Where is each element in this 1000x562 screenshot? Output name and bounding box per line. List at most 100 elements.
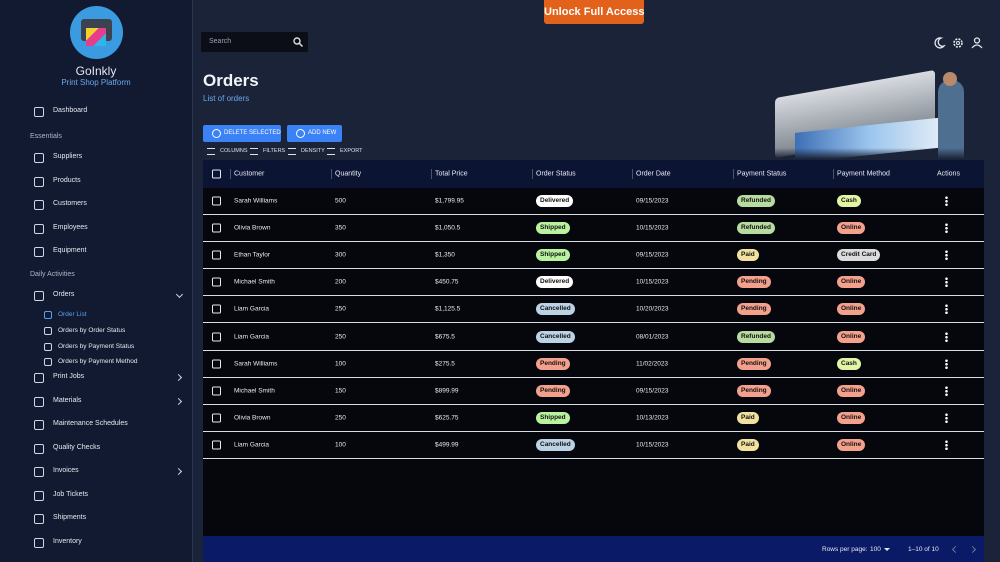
toolbar-button[interactable]: EXPORT xyxy=(340,148,363,154)
row-checkbox[interactable] xyxy=(212,223,221,233)
status-badge: Pending xyxy=(536,357,570,370)
row-divider xyxy=(203,268,984,270)
table-cell: 250 xyxy=(335,414,346,422)
button-label[interactable]: DELETE SELECTED xyxy=(224,130,281,136)
nav-item[interactable]: Employees xyxy=(53,223,88,231)
row-actions[interactable] xyxy=(945,331,948,342)
nav-item[interactable]: Suppliers xyxy=(53,153,83,160)
column-separator xyxy=(833,169,834,179)
brand-name: GoInkly xyxy=(75,64,117,78)
nav-subitem[interactable]: Orders by Payment Status xyxy=(58,342,135,350)
table-cell: 10/15/2023 xyxy=(636,278,669,286)
top-icons[interactable] xyxy=(932,36,992,50)
status-badge: Online xyxy=(837,276,866,289)
row-checkbox[interactable] xyxy=(212,440,221,450)
toolbar-icon xyxy=(250,148,258,155)
unlock-button[interactable]: Unlock Full Access xyxy=(544,0,644,24)
column-header[interactable]: Quantity xyxy=(335,170,362,178)
row-checkbox[interactable] xyxy=(212,304,221,314)
search-icon xyxy=(293,37,303,47)
row-divider xyxy=(203,241,984,243)
action-button[interactable] xyxy=(203,125,281,142)
column-header[interactable]: Customer xyxy=(234,170,265,178)
column-header[interactable]: Order Date xyxy=(636,170,671,178)
nav-icon xyxy=(34,247,44,257)
nav-item[interactable]: Orders xyxy=(53,290,75,298)
nav-icon xyxy=(34,176,44,187)
row-actions[interactable] xyxy=(945,196,948,206)
status-badge: Cancelled xyxy=(536,330,575,343)
nav-item[interactable]: Customers xyxy=(53,200,87,207)
button-label[interactable]: ADD NEW xyxy=(308,130,337,136)
column-header[interactable]: Order Status xyxy=(536,170,576,178)
row-checkbox[interactable] xyxy=(212,196,221,206)
row-checkbox[interactable] xyxy=(212,250,221,260)
table-cell: $1,050.5 xyxy=(435,224,461,232)
nav-item[interactable]: Dashboard xyxy=(53,107,88,114)
row-actions[interactable] xyxy=(945,385,948,396)
table-cell: 08/01/2023 xyxy=(636,333,669,340)
row-checkbox[interactable] xyxy=(212,332,221,341)
nav-item[interactable]: Shipments xyxy=(53,514,87,522)
column-header[interactable]: Payment Status xyxy=(737,170,787,178)
nav-item[interactable]: Maintenance Schedules xyxy=(53,420,128,428)
table-cell: 500 xyxy=(335,197,346,205)
table-cell: Sarah Williams xyxy=(234,360,278,368)
nav-icon xyxy=(34,107,44,117)
row-actions[interactable] xyxy=(945,304,948,315)
row-actions[interactable] xyxy=(945,223,948,234)
nav-subitem[interactable]: Orders by Order Status xyxy=(58,326,126,334)
column-header[interactable]: Total Price xyxy=(435,170,468,178)
column-header[interactable]: Payment Method xyxy=(837,170,890,178)
column-header: Actions xyxy=(937,170,960,178)
row-actions[interactable] xyxy=(945,358,948,369)
rows-per-page-label: Rows per page: xyxy=(822,546,868,553)
toolbar-button[interactable]: COLUMNS xyxy=(220,148,248,154)
toolbar-button[interactable]: DENSITY xyxy=(301,148,325,154)
status-badge: Cancelled xyxy=(536,438,575,451)
table-cell: 10/13/2023 xyxy=(636,414,669,422)
column-separator xyxy=(632,169,633,179)
table-cell: 100 xyxy=(335,360,346,368)
toolbar-button[interactable]: FILTERS xyxy=(263,148,286,154)
select-all-checkbox[interactable] xyxy=(212,169,221,179)
status-badge: Pending xyxy=(737,384,771,397)
table-cell: $1,350 xyxy=(435,251,455,259)
nav-icon xyxy=(34,223,44,234)
status-badge: Online xyxy=(837,411,866,424)
row-checkbox[interactable] xyxy=(212,277,221,287)
rows-per-page-select[interactable]: 100 xyxy=(870,546,881,553)
row-actions[interactable] xyxy=(945,277,948,288)
table-cell: 11/02/2023 xyxy=(636,360,669,368)
nav-item[interactable]: Materials xyxy=(53,396,82,404)
row-checkbox[interactable] xyxy=(212,359,221,369)
nav-item[interactable]: Print Jobs xyxy=(53,373,85,381)
search-placeholder[interactable]: Search xyxy=(209,38,232,45)
row-checkbox[interactable] xyxy=(212,386,221,396)
status-badge: Paid xyxy=(737,249,759,262)
select-caret xyxy=(884,548,890,551)
row-checkbox[interactable] xyxy=(212,413,221,423)
nav-item[interactable]: Inventory xyxy=(53,537,82,545)
column-separator xyxy=(733,169,734,179)
nav-subitem[interactable]: Order List xyxy=(58,311,87,318)
table-cell: 350 xyxy=(335,224,346,232)
table-header-bg xyxy=(203,160,984,188)
row-actions[interactable] xyxy=(945,412,948,423)
status-badge: Online xyxy=(837,330,866,343)
search-box[interactable] xyxy=(201,32,308,52)
table-cell: 10/15/2023 xyxy=(636,224,669,232)
nav-item[interactable]: Equipment xyxy=(53,247,87,254)
row-actions[interactable] xyxy=(945,250,948,261)
nav-item[interactable]: Quality Checks xyxy=(53,443,101,451)
logo xyxy=(70,6,123,59)
row-actions[interactable] xyxy=(945,439,948,450)
nav-item[interactable]: Products xyxy=(53,176,81,184)
nav-icon xyxy=(34,537,44,548)
nav-item[interactable]: Invoices xyxy=(53,467,79,475)
nav-item[interactable]: Job Tickets xyxy=(53,490,89,498)
main-table-bg xyxy=(203,160,984,562)
table-cell: Olivia Brown xyxy=(234,224,271,232)
row-divider xyxy=(203,457,984,459)
nav-subitem[interactable]: Orders by Payment Method xyxy=(58,358,138,366)
